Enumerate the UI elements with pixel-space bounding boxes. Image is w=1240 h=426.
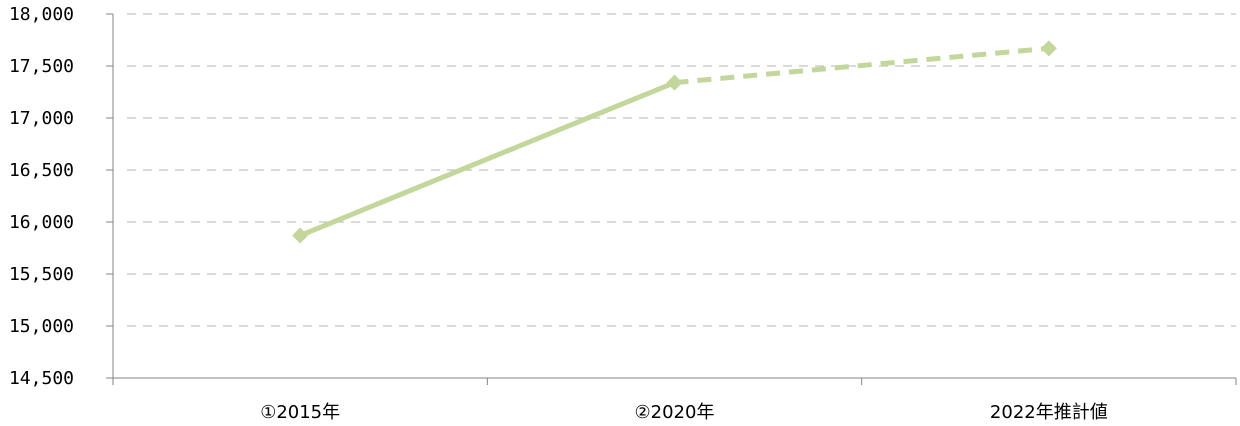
data-point-marker [1041, 40, 1057, 56]
x-category-label: ①2015年 [260, 402, 340, 423]
y-tick-label: 16,000 [9, 212, 74, 233]
x-category-label: ②2020年 [635, 402, 715, 423]
data-point-marker [667, 75, 683, 91]
y-tick-label: 18,000 [9, 4, 74, 25]
gridlines [127, 14, 1236, 326]
y-tick-label: 15,500 [9, 264, 74, 285]
series-markers [292, 40, 1057, 243]
axes [106, 14, 1236, 385]
y-tick-label: 17,000 [9, 108, 74, 129]
x-category-labels: ①2015年 ②2020年 2022年推計値 [260, 402, 1108, 423]
y-tick-label: 15,000 [9, 316, 74, 337]
x-category-label: 2022年推計値 [990, 402, 1108, 423]
y-tick-label: 17,500 [9, 56, 74, 77]
y-tick-labels: 14,500 15,000 15,500 16,000 16,500 17,000 17,5… [9, 4, 74, 389]
data-point-marker [292, 228, 308, 244]
series-segment-solid [300, 83, 674, 236]
y-tick-label: 14,500 [9, 368, 74, 389]
y-tick-label: 16,500 [9, 160, 74, 181]
